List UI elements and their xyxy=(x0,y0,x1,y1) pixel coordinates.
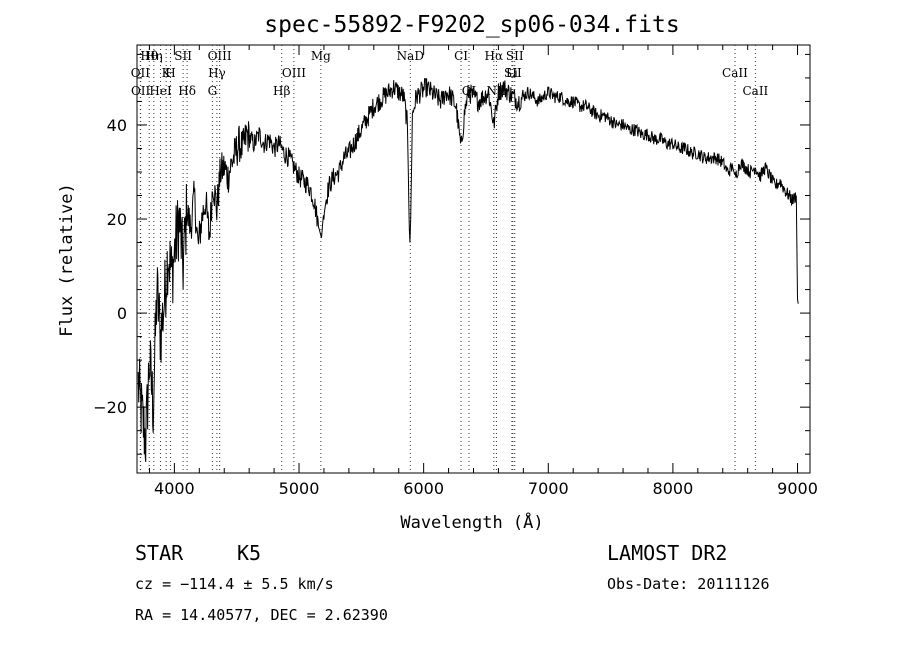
line-marker-label-21: SII xyxy=(506,49,524,63)
x-tick-label-0: 4000 xyxy=(154,479,195,498)
line-marker-label-9: Hη xyxy=(145,49,163,63)
survey-label: LAMOST DR2 xyxy=(607,541,727,565)
line-marker-label-19: SII xyxy=(504,66,522,80)
y-axis-label: Flux (relative) xyxy=(57,183,77,337)
line-marker-label-10: H xyxy=(165,66,175,80)
series-group xyxy=(137,78,799,463)
series-line-0 xyxy=(137,78,799,463)
line-marker-label-6: SII xyxy=(174,49,192,63)
line-marker-label-24: NaD xyxy=(397,49,424,63)
line-marker-label-12: Mg xyxy=(311,49,331,63)
plot-frame xyxy=(136,44,811,474)
y-tick-label-3: 40 xyxy=(107,116,127,135)
line-marker-label-18: Hα xyxy=(485,49,504,63)
axis-ticks: 4000 5000 6000 7000 8000 9000 −20 0 20 40 xyxy=(93,45,818,498)
line-marker-label-11: G xyxy=(208,84,218,98)
class-label: STAR xyxy=(135,541,184,565)
coords-label: RA = 14.40577, DEC = 2.62390 xyxy=(135,606,388,624)
x-axis-label: Wavelength (Å) xyxy=(400,511,543,533)
line-marker-label-5: HeI xyxy=(149,84,172,98)
line-marker-label-3: OIII xyxy=(208,49,232,63)
line-marker-label-2: Hδ xyxy=(178,84,196,98)
x-tick-label-4: 8000 xyxy=(653,479,694,498)
y-tick-label-0: −20 xyxy=(93,398,127,417)
y-tick-label-2: 20 xyxy=(107,210,127,229)
line-marker-label-14: Hβ xyxy=(273,84,290,98)
line-marker-label-1: K xyxy=(162,66,172,80)
x-tick-label-3: 7000 xyxy=(528,479,569,498)
line-markers: HθKHδOIIIOIIHeISIIHγOIIHηHGMgOIIIHβCILiO… xyxy=(131,45,769,473)
line-marker-label-8: OII xyxy=(131,84,151,98)
line-marker-label-15: CI xyxy=(454,49,468,63)
line-marker-label-0: Hθ xyxy=(140,49,158,63)
cz-label: cz = −114.4 ± 5.5 km/s xyxy=(135,575,334,593)
x-tick-label-5: 9000 xyxy=(777,479,818,498)
line-marker-label-7: Hγ xyxy=(208,66,226,80)
y-tick-label-1: 0 xyxy=(117,304,127,323)
obs-date-label: Obs-Date: 20111126 xyxy=(607,575,770,593)
line-marker-label-23: CaII xyxy=(742,84,768,98)
x-tick-label-2: 6000 xyxy=(403,479,444,498)
line-marker-label-16: Li xyxy=(506,66,518,80)
line-marker-label-22: CaII xyxy=(722,66,748,80)
chart-title: spec-55892-F9202_sp06-034.fits xyxy=(264,12,679,38)
subclass-label: K5 xyxy=(237,541,261,565)
line-marker-label-13: OIII xyxy=(282,66,306,80)
x-tick-label-1: 5000 xyxy=(279,479,320,498)
